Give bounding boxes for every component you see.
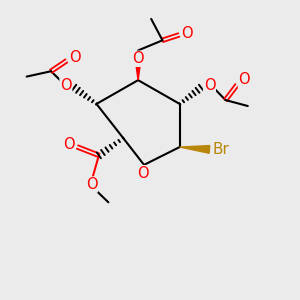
Polygon shape xyxy=(180,146,210,153)
Polygon shape xyxy=(135,59,141,80)
Text: O: O xyxy=(63,136,75,152)
Text: O: O xyxy=(132,51,144,66)
Text: O: O xyxy=(238,72,250,87)
Text: O: O xyxy=(181,26,193,41)
Text: O: O xyxy=(60,78,72,93)
Text: O: O xyxy=(137,166,148,181)
Text: O: O xyxy=(204,78,215,93)
Text: O: O xyxy=(69,50,80,65)
Text: O: O xyxy=(85,177,97,192)
Text: Br: Br xyxy=(213,142,230,157)
